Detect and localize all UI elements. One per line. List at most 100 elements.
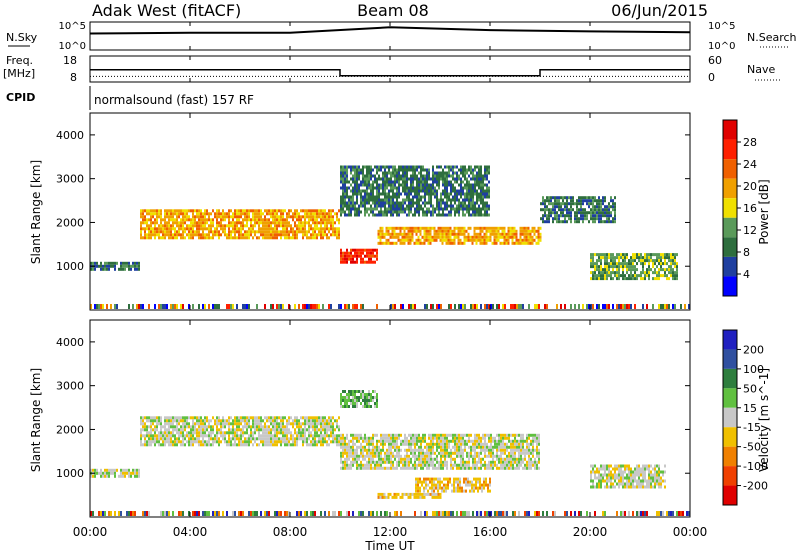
velocity-cell: [216, 416, 218, 420]
power-cell: [396, 198, 398, 202]
power-cell: [396, 177, 398, 181]
velocity-cell: [506, 460, 508, 464]
power-cell: [592, 205, 594, 209]
power-cell: [148, 224, 150, 228]
power-cell: [488, 213, 490, 217]
velocity-cell: [146, 419, 148, 423]
power-cell: [602, 256, 604, 260]
power-cell: [280, 233, 282, 237]
power-cell: [392, 204, 394, 208]
power-cell: [228, 221, 230, 225]
velocity-cell: [398, 457, 400, 461]
power-cell: [590, 265, 592, 269]
velocity-cell: [408, 454, 410, 458]
power-cell: [453, 226, 456, 230]
power-cell: [370, 198, 372, 202]
velocity-cell: [174, 443, 176, 447]
power-cell: [218, 215, 220, 219]
power-cell: [410, 174, 412, 178]
power-cell: [120, 267, 122, 271]
power-cell: [666, 277, 668, 281]
velocity-cell: [372, 466, 374, 470]
power-colorbar-swatch: [723, 276, 737, 296]
power-ground-cell: [520, 304, 522, 309]
power-cell: [92, 261, 94, 265]
power-cell: [360, 180, 362, 184]
power-cell: [354, 180, 356, 184]
velocity-cell: [514, 466, 516, 470]
power-cell: [489, 238, 492, 242]
power-cell: [348, 186, 350, 190]
velocity-cell: [268, 434, 270, 438]
power-cell: [405, 226, 408, 230]
power-cell: [262, 224, 264, 228]
velocity-cell: [222, 437, 224, 441]
velocity-cell: [182, 419, 184, 423]
power-cell: [178, 227, 180, 231]
power-cell: [444, 180, 446, 184]
power-cell: [250, 221, 252, 225]
power-cell: [144, 221, 146, 225]
velocity-cell: [318, 440, 320, 444]
power-cell: [236, 221, 238, 225]
power-cell: [444, 177, 446, 181]
velocity-cell: [512, 466, 514, 470]
velocity-cell: [250, 431, 252, 435]
power-cell: [479, 235, 482, 239]
power-cell: [488, 207, 490, 211]
velocity-cell: [140, 416, 142, 420]
velocity-cell: [106, 468, 108, 472]
power-cell: [268, 233, 270, 237]
power-cell: [594, 196, 596, 200]
power-cell: [246, 212, 248, 216]
velocity-cell: [284, 443, 286, 447]
velocity-cell: [426, 457, 428, 461]
power-cell: [475, 232, 478, 236]
velocity-cell: [254, 428, 256, 432]
power-cell: [454, 186, 456, 190]
power-cell: [296, 224, 298, 228]
velocity-cell: [266, 434, 268, 438]
velocity-cell: [260, 434, 262, 438]
power-cell: [580, 202, 582, 206]
velocity-cells: [90, 390, 690, 516]
velocity-cell: [518, 433, 520, 437]
velocity-cell: [156, 428, 158, 432]
power-cell: [324, 224, 326, 228]
power-cell: [372, 183, 374, 187]
power-cell: [441, 235, 444, 239]
velocity-cell: [500, 451, 502, 455]
power-cell: [444, 204, 446, 208]
velocity-cell: [434, 436, 436, 440]
velocity-cell: [502, 439, 504, 443]
power-cell: [260, 233, 262, 237]
velocity-cell: [248, 425, 250, 429]
power-cell: [294, 224, 296, 228]
power-cell: [298, 227, 300, 231]
velocity-cell: [176, 443, 178, 447]
velocity-cell: [168, 440, 170, 444]
power-cell: [460, 183, 462, 187]
power-cell: [356, 186, 358, 190]
power-cell: [570, 220, 572, 224]
power-cell: [379, 235, 382, 239]
power-cell: [430, 195, 432, 199]
power-cell: [440, 174, 442, 178]
power-cell: [449, 235, 452, 239]
velocity-cell: [346, 451, 348, 455]
power-cell: [396, 207, 398, 211]
power-cell: [537, 232, 540, 236]
velocity-cell: [364, 457, 366, 461]
velocity-cell: [468, 439, 470, 443]
velocity-cell: [154, 443, 156, 447]
power-cell: [370, 168, 372, 172]
power-cell: [372, 207, 374, 211]
power-cell: [481, 226, 484, 230]
power-cell: [382, 210, 384, 214]
power-cell: [156, 233, 158, 237]
freq-label-line2: [MHz]: [3, 67, 35, 80]
power-ground-cell: [546, 304, 548, 309]
velocity-cell: [446, 436, 448, 440]
power-cell: [630, 259, 632, 263]
power-cell: [600, 208, 602, 212]
